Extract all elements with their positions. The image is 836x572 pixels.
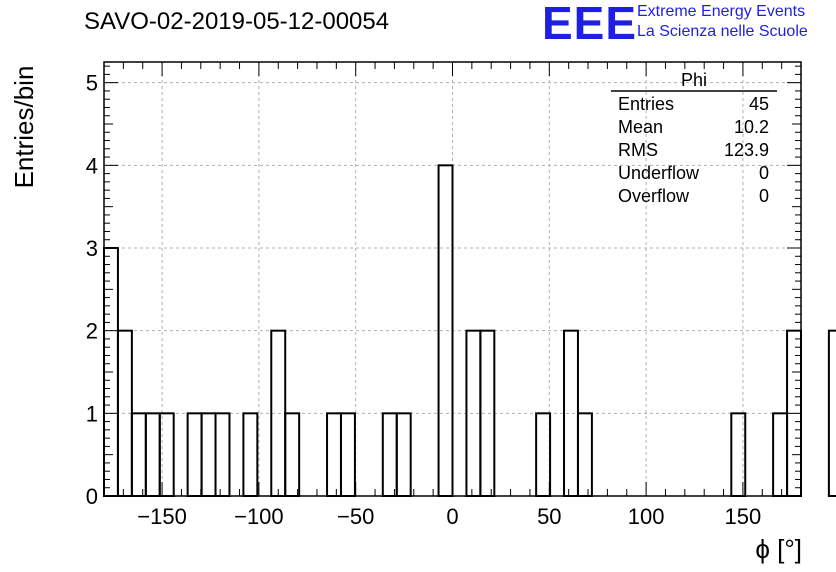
histogram-bin [395,412,412,498]
stats-value: 123.9 [724,140,769,160]
stats-value: 0 [759,186,769,206]
stats-value: 0 [759,163,769,183]
y-axis-label: Entries/bin [9,65,39,189]
stats-label: Mean [618,117,663,137]
y-tick-label: 4 [86,153,98,178]
x-tick-label: 50 [537,504,561,529]
y-tick-label: 0 [86,484,98,509]
histogram-bin [144,412,161,498]
y-tick-label: 5 [86,71,98,96]
x-tick-label: 100 [628,504,665,529]
histogram-bin [381,412,398,498]
eee-logo: EEE [542,0,638,49]
histogram-bin [827,329,836,497]
stats-box-title: Phi [681,70,707,90]
stats-label: Overflow [618,186,690,206]
stats-label: Entries [618,94,674,114]
stats-label: RMS [618,140,658,160]
eee-logo-text: Extreme Energy Events La Scienza nelle S… [637,2,808,42]
histogram-bin [214,412,231,498]
eee-logo-line2: La Scienza nelle Scuole [637,23,808,40]
eee-logo-line1: Extreme Energy Events [637,3,806,20]
histogram-bin [242,412,259,498]
y-tick-label: 1 [86,401,98,426]
histogram-bin [576,412,593,498]
histogram-bin [200,412,217,498]
x-tick-label: −100 [234,504,284,529]
x-tick-label: −150 [137,504,187,529]
histogram-bin [535,412,552,498]
stats-value: 10.2 [734,117,769,137]
x-tick-label: 150 [725,504,762,529]
chart-title: SAVO-02-2019-05-12-00054 [84,8,390,35]
y-tick-label: 2 [86,319,98,344]
x-tick-label: 0 [446,504,458,529]
x-tick-label: −50 [337,504,374,529]
stats-value: 45 [749,94,769,114]
histogram-bin [284,412,301,498]
histogram-bin [186,412,203,498]
histogram-bin [130,412,147,498]
stats-label: Underflow [618,163,700,183]
histogram-bin [326,412,342,498]
y-tick-label: 3 [86,236,98,261]
histogram-bin [339,412,356,498]
histogram-bin [772,412,789,498]
x-axis-label: ϕ [°] [755,534,802,564]
